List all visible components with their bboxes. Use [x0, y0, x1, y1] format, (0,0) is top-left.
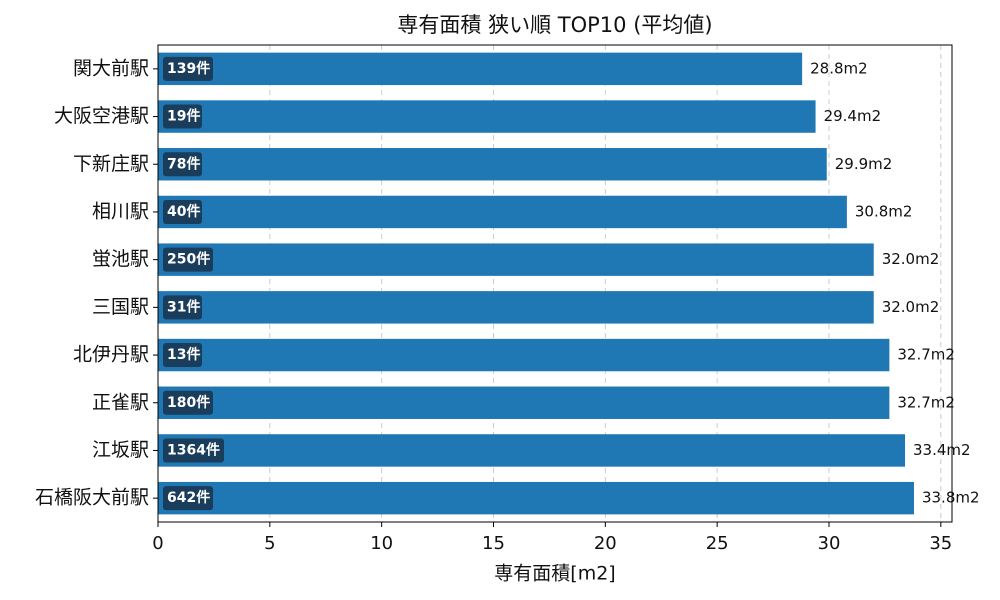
count-label: 250件 — [167, 251, 210, 268]
count-label-box — [163, 343, 202, 368]
y-tick-label: 蛍池駅 — [92, 248, 149, 270]
count-label: 19件 — [167, 108, 200, 125]
value-label: 33.8m2 — [922, 489, 980, 507]
x-tick-label: 20 — [594, 533, 617, 554]
bar — [158, 434, 906, 467]
value-label: 33.4m2 — [913, 441, 971, 459]
x-axis-label: 専有面積[m2] — [494, 563, 615, 585]
count-label: 180件 — [167, 394, 210, 411]
count-label: 40件 — [167, 203, 200, 220]
count-label-box — [163, 390, 213, 415]
x-tick-label: 30 — [818, 533, 841, 554]
value-label: 29.4m2 — [824, 107, 882, 125]
x-tick-label: 5 — [264, 533, 275, 554]
x-tick-label: 35 — [929, 533, 952, 554]
x-tick-label: 10 — [370, 533, 393, 554]
count-label-box — [163, 56, 213, 81]
count-label-box — [163, 199, 202, 224]
count-label-box — [163, 295, 202, 320]
count-label: 642件 — [167, 489, 210, 506]
y-tick-label: 江坂駅 — [92, 439, 149, 461]
x-tick-label: 0 — [152, 533, 163, 554]
value-label: 32.0m2 — [882, 250, 940, 268]
value-label: 32.7m2 — [897, 393, 955, 411]
y-tick-label: 石橋阪大前駅 — [35, 487, 149, 509]
count-label: 13件 — [167, 346, 200, 363]
bar — [158, 243, 874, 276]
y-tick-label: 関大前駅 — [73, 57, 149, 79]
bar — [158, 148, 827, 181]
count-label-box — [163, 152, 202, 177]
y-tick-label: 北伊丹駅 — [73, 344, 149, 366]
y-tick-label: 下新庄駅 — [73, 153, 149, 175]
x-tick-label: 25 — [706, 533, 729, 554]
chart-title: 専有面積 狭い順 TOP10 (平均値) — [397, 13, 712, 37]
count-label-box — [163, 438, 224, 463]
bar — [158, 386, 890, 419]
value-label: 32.0m2 — [882, 298, 940, 316]
bar — [158, 195, 847, 229]
value-label: 30.8m2 — [855, 202, 913, 220]
value-label: 28.8m2 — [810, 59, 868, 77]
bar — [158, 291, 874, 324]
bar — [158, 100, 816, 133]
count-label-box — [163, 104, 202, 129]
bar — [158, 481, 914, 515]
y-tick-label: 三国駅 — [92, 296, 149, 318]
count-label-box — [163, 247, 213, 272]
y-tick-label: 正雀駅 — [92, 391, 149, 413]
count-label: 1364件 — [167, 441, 220, 458]
count-label: 78件 — [167, 155, 200, 172]
count-label-box — [163, 486, 213, 511]
count-label: 31件 — [167, 298, 200, 315]
y-tick-label: 相川駅 — [92, 200, 149, 222]
y-tick-label: 大阪空港駅 — [54, 105, 149, 127]
value-label: 29.9m2 — [835, 155, 893, 173]
bar — [158, 52, 803, 86]
count-label: 139件 — [167, 60, 210, 77]
plot-frame — [157, 44, 953, 523]
value-label: 32.7m2 — [897, 346, 955, 364]
bar — [158, 338, 890, 372]
x-tick-label: 15 — [482, 533, 505, 554]
